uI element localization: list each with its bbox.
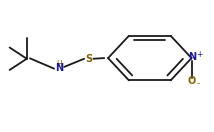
Text: N: N	[55, 63, 63, 73]
Text: +: +	[196, 50, 203, 59]
Text: N: N	[189, 52, 197, 62]
Text: S: S	[85, 54, 92, 64]
Text: -: -	[197, 80, 200, 89]
Text: H: H	[56, 60, 62, 69]
Text: O: O	[187, 76, 196, 86]
